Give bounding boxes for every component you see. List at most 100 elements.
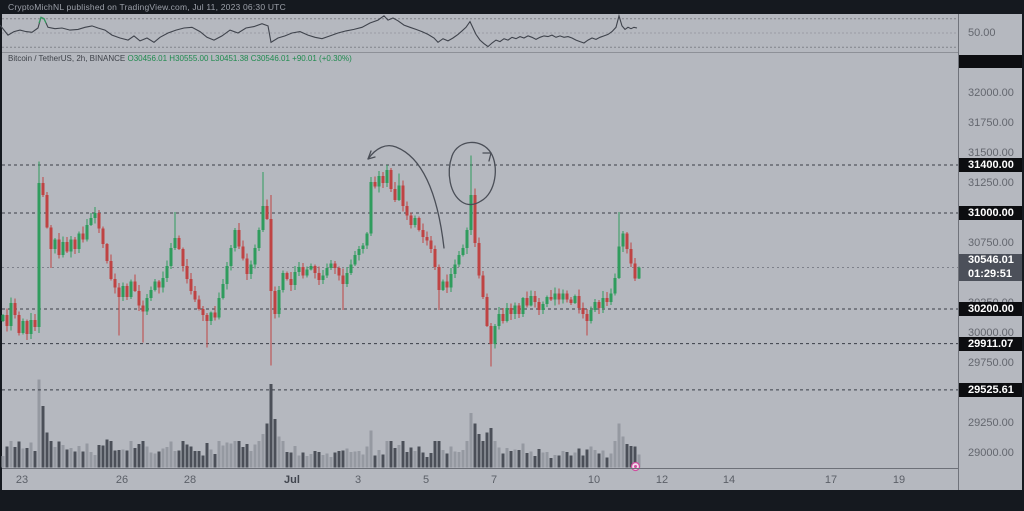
price-axis[interactable]: 29000.0029250.0029500.0029750.0030000.00…: [958, 14, 1022, 490]
candle-body: [481, 275, 485, 297]
candle-body: [273, 291, 277, 314]
volume-bar: [41, 405, 45, 468]
volume-bar: [405, 451, 409, 468]
candle-body: [57, 239, 61, 255]
candle-body: [581, 307, 585, 314]
candle-body: [621, 233, 625, 247]
volume-bar: [517, 450, 521, 468]
candle-body: [437, 267, 441, 290]
volume-bar: [185, 444, 189, 468]
candle-body: [49, 227, 53, 249]
candle-body: [9, 303, 13, 326]
volume-bar: [117, 449, 121, 468]
candle-body: [189, 279, 193, 291]
volume-bar: [345, 448, 349, 468]
price-level-tag: 29525.61: [959, 382, 1022, 397]
pane-separator[interactable]: [2, 52, 1022, 53]
candle-body: [117, 287, 121, 297]
volume-bar: [37, 379, 41, 468]
volume-bar: [89, 451, 93, 468]
candle-body: [281, 273, 285, 290]
candle-body: [325, 268, 329, 276]
candle-body: [37, 183, 41, 327]
volume-bar: [165, 446, 169, 468]
candle-body: [569, 299, 573, 303]
candle-body: [269, 219, 273, 291]
volume-bar: [617, 423, 621, 468]
price-level-tag: 29911.07: [959, 336, 1022, 351]
candle-body: [65, 241, 69, 252]
candle-body: [297, 267, 301, 272]
volume-bar: [113, 450, 117, 468]
candle-body: [61, 241, 65, 255]
volume-bar: [589, 446, 593, 468]
rsi-pane[interactable]: [0, 13, 958, 48]
publish-header: CryptoMichNL published on TradingView.co…: [0, 0, 1024, 14]
volume-bar: [581, 455, 585, 468]
volume-bar: [493, 441, 497, 468]
volume-bar: [273, 419, 277, 468]
candle-body: [213, 312, 217, 318]
candle-body: [461, 247, 465, 255]
volume-bar: [213, 453, 217, 468]
candle-body: [177, 238, 181, 249]
time-label-10: 10: [588, 474, 600, 486]
volume-bar: [457, 452, 461, 468]
volume-bar: [365, 446, 369, 468]
time-label-17: 17: [825, 474, 837, 486]
candle-body: [381, 175, 385, 183]
last-bar-marker[interactable]: [630, 461, 641, 472]
candle-body: [345, 273, 349, 284]
volume-bar: [225, 442, 229, 468]
symbol-info[interactable]: Bitcoin / TetherUS, 2h, BINANCE O30456.0…: [8, 54, 352, 64]
time-axis[interactable]: 23 26 28 Jul 3 5 7 10 12 14 17 19: [16, 474, 905, 486]
volume-bar: [133, 447, 137, 468]
volume-bar: [529, 451, 533, 468]
time-label-23: 23: [16, 474, 28, 486]
candle-body: [549, 297, 553, 300]
volume-bar: [385, 441, 389, 468]
volume-bar: [521, 443, 525, 468]
volume-bar: [161, 448, 165, 468]
swoop-arrow[interactable]: [367, 144, 445, 249]
volume-bar: [5, 446, 9, 468]
price-axis-label: 29000.00: [968, 447, 1014, 459]
volume-bar: [97, 444, 101, 468]
swoop-arrow-head: [367, 150, 376, 160]
volume-bar: [613, 441, 617, 468]
chart-canvas[interactable]: 23 26 28 Jul 3 5 7 10 12 14 17 19: [0, 0, 958, 511]
volume-bar: [333, 452, 337, 468]
volume-bar: [429, 452, 433, 468]
time-label-5: 5: [423, 474, 429, 486]
volume-bar: [45, 432, 49, 468]
candle-body: [41, 183, 45, 195]
candle-body: [441, 281, 445, 290]
volume-bar: [625, 443, 629, 468]
candle-body: [205, 315, 209, 321]
price-level-tag: 31000.00: [959, 206, 1022, 220]
volume-bar: [29, 442, 33, 468]
spike-circle[interactable]: [448, 141, 496, 206]
candle-body: [173, 238, 177, 248]
volume-bar: [481, 441, 485, 468]
candle-body: [593, 301, 597, 311]
candle-body: [229, 247, 233, 266]
candle-body: [489, 325, 493, 344]
volume-bar: [217, 441, 221, 468]
volume-bar: [81, 451, 85, 468]
candle-body: [313, 265, 317, 273]
volume-bar: [469, 412, 473, 468]
candle-body: [257, 229, 261, 248]
price-axis-label: 31250.00: [968, 177, 1014, 189]
volume-bar: [373, 455, 377, 468]
candle-body: [517, 305, 521, 314]
volume-bar: [465, 441, 469, 468]
candle-body: [85, 225, 89, 240]
candle-body: [533, 295, 537, 302]
volume-bar: [533, 455, 537, 468]
volume-bar: [221, 445, 225, 468]
candle-body: [389, 169, 393, 189]
candle-body: [105, 244, 109, 261]
time-label-7: 7: [491, 474, 497, 486]
annotations: [367, 141, 496, 249]
